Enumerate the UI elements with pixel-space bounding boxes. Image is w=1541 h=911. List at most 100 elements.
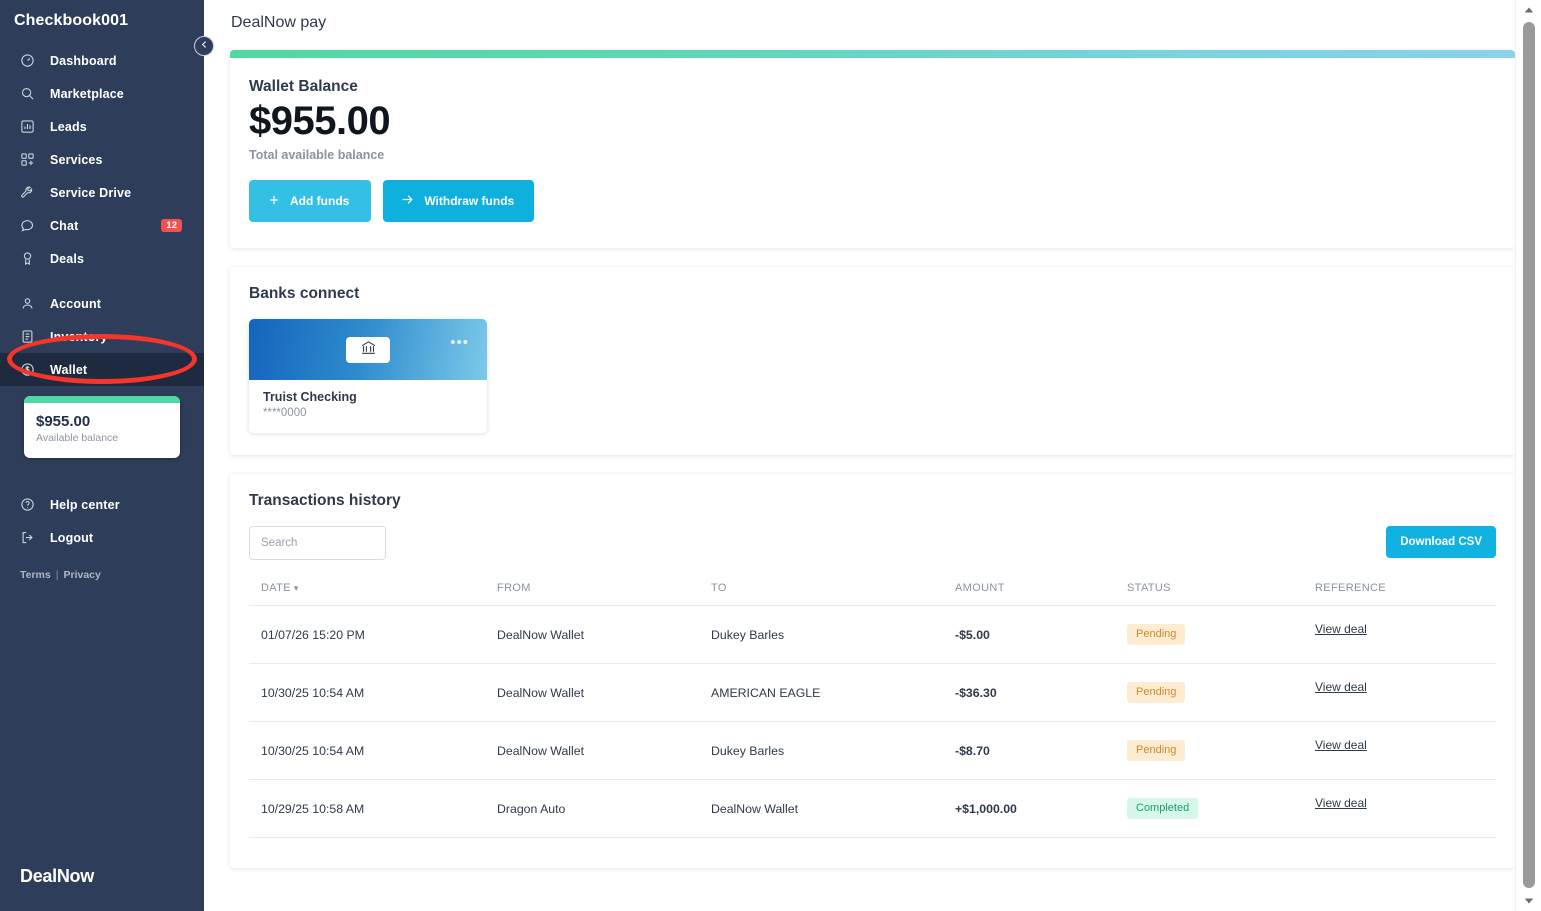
wallet-card-accent-bar	[230, 50, 1515, 58]
sidebar-item-logout[interactable]: Logout	[0, 521, 204, 554]
wallet-balance-subtitle: Total available balance	[249, 148, 385, 163]
dealnow-logo: DealNow	[20, 866, 94, 886]
sidebar-item-account[interactable]: Account	[0, 287, 204, 320]
download-csv-button[interactable]: Download CSV	[1386, 526, 1496, 559]
chevron-left-icon	[199, 37, 210, 55]
brand-title: Checkbook001	[14, 12, 129, 29]
status-badge: Pending	[1127, 740, 1186, 762]
wallet-action-buttons: Add funds Withdraw funds	[249, 180, 1496, 223]
chat-bubble-icon	[18, 217, 36, 235]
add-funds-button[interactable]: Add funds	[249, 180, 372, 223]
sidebar-item-label: Deals	[50, 251, 85, 266]
sidebar-item-services[interactable]: Services	[0, 143, 204, 176]
view-deal-link[interactable]: View deal	[1315, 737, 1367, 752]
sidebar-balance-card: $955.00 Available balance	[24, 396, 180, 458]
transactions-table-body: 01/07/26 15:20 PM DealNow Wallet Dukey B…	[249, 605, 1496, 839]
sidebar-item-deals[interactable]: Deals	[0, 242, 204, 275]
wallet-balance-amount: $955.00	[249, 99, 391, 143]
wallet-balance-title: Wallet Balance	[249, 78, 358, 95]
sidebar-collapse-button[interactable]	[194, 36, 214, 56]
scrollbar-thumb[interactable]	[1523, 22, 1535, 888]
cell-status: Pending	[1127, 663, 1315, 723]
sidebar-nav-primary: Dashboard Marketplace Leads	[0, 44, 204, 386]
bank-card[interactable]: ••• Truist Checking ****0000	[249, 319, 487, 434]
user-icon	[18, 295, 36, 313]
cell-reference: View deal	[1315, 721, 1496, 781]
sidebar-item-chat[interactable]: Chat 12	[0, 209, 204, 242]
table-row: 10/30/25 10:54 AM DealNow Wallet AMERICA…	[249, 663, 1496, 723]
nav-divider-space	[0, 275, 204, 287]
cell-date: 01/07/26 15:20 PM	[249, 605, 497, 665]
cell-amount: -$8.70	[955, 721, 1127, 781]
bank-account-number: ****0000	[263, 407, 307, 420]
cell-reference: View deal	[1315, 663, 1496, 723]
sidebar-item-marketplace[interactable]: Marketplace	[0, 77, 204, 110]
withdraw-funds-button[interactable]: Withdraw funds	[383, 180, 535, 223]
status-badge: Completed	[1127, 798, 1199, 820]
bank-card-body: Truist Checking ****0000	[249, 380, 487, 433]
view-deal-link[interactable]: View deal	[1315, 679, 1367, 694]
column-header-from[interactable]: FROM	[497, 582, 711, 607]
sidebar-nav-secondary: Help center Logout	[0, 488, 204, 554]
balance-accent-bar	[24, 396, 180, 403]
terms-link[interactable]: Terms	[20, 569, 51, 581]
bank-icon	[360, 339, 377, 361]
scroll-down-button[interactable]	[1516, 893, 1541, 909]
banks-connect-card: Banks connect	[230, 267, 1515, 456]
sidebar-item-dashboard[interactable]: Dashboard	[0, 44, 204, 77]
page-title: DealNow pay	[231, 14, 327, 31]
sidebar-item-inventory[interactable]: Inventory	[0, 320, 204, 353]
cell-from: Dragon Auto	[497, 779, 711, 839]
award-icon	[18, 250, 36, 268]
sidebar-item-wallet[interactable]: Wallet	[0, 353, 204, 386]
search-icon	[18, 85, 36, 103]
table-header-row: DATE ▾ FROM TO AMOUNT STATUS REFERENCE	[249, 582, 1496, 607]
dashboard-icon	[18, 52, 36, 70]
sidebar: Checkbook001 Dashboard Marketplace	[0, 0, 204, 911]
plus-icon	[267, 193, 281, 210]
column-header-amount[interactable]: AMOUNT	[955, 582, 1127, 607]
view-deal-link[interactable]: View deal	[1315, 795, 1367, 810]
scroll-up-button[interactable]	[1516, 2, 1541, 18]
legal-links: Terms | Privacy	[20, 569, 101, 581]
sidebar-balance-caption: Available balance	[36, 432, 119, 444]
sidebar-item-label: Help center	[50, 497, 120, 512]
column-header-date[interactable]: DATE ▾	[249, 582, 497, 607]
table-row: 10/29/25 10:58 AM Dragon Auto DealNow Wa…	[249, 779, 1496, 839]
sidebar-item-help-center[interactable]: Help center	[0, 488, 204, 521]
privacy-link[interactable]: Privacy	[63, 569, 101, 581]
column-header-to[interactable]: TO	[711, 582, 955, 607]
transactions-table: DATE ▾ FROM TO AMOUNT STATUS REFERENCE 01…	[249, 582, 1496, 839]
column-header-reference[interactable]: REFERENCE	[1315, 582, 1496, 607]
transactions-history-card: Transactions history Download CSV DATE▾ …	[230, 474, 1515, 869]
wrench-icon	[18, 184, 36, 202]
bar-chart-icon	[18, 118, 36, 136]
cell-date: 10/29/25 10:58 AM	[249, 779, 497, 839]
view-deal-link[interactable]: View deal	[1315, 621, 1367, 636]
cell-to: Dukey Barles	[711, 605, 955, 665]
sort-indicator-icon: ▾	[293, 583, 299, 594]
sidebar-item-label: Service Drive	[50, 185, 132, 200]
cell-status: Pending	[1127, 721, 1315, 781]
sidebar-item-label: Chat	[50, 218, 79, 233]
column-header-status[interactable]: STATUS	[1127, 582, 1315, 607]
cell-from: DealNow Wallet	[497, 721, 711, 781]
search-input[interactable]	[249, 526, 386, 561]
dollar-circle-icon	[18, 361, 36, 379]
sidebar-item-service-drive[interactable]: Service Drive	[0, 176, 204, 209]
sidebar-item-leads[interactable]: Leads	[0, 110, 204, 143]
status-badge: Pending	[1127, 682, 1186, 704]
sidebar-item-label: Dashboard	[50, 53, 117, 68]
table-row: 10/30/25 10:54 AM DealNow Wallet Dukey B…	[249, 721, 1496, 781]
vertical-scrollbar[interactable]	[1515, 0, 1541, 911]
transactions-toolbar: Download CSV	[249, 526, 1496, 561]
cell-date: 10/30/25 10:54 AM	[249, 721, 497, 781]
cell-amount: +$1,000.00	[955, 779, 1127, 839]
banks-connect-title: Banks connect	[249, 285, 360, 303]
column-label: DATE	[261, 582, 291, 595]
sidebar-item-label: Leads	[50, 119, 87, 134]
add-funds-label: Add funds	[290, 194, 350, 209]
cell-status: Completed	[1127, 779, 1315, 839]
legal-separator: |	[55, 569, 59, 581]
